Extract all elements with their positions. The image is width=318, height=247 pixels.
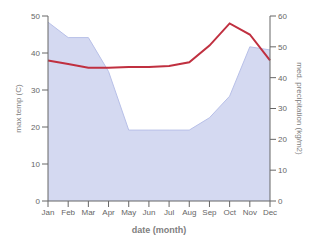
svg-text:60: 60: [278, 12, 287, 21]
svg-text:50: 50: [278, 43, 287, 52]
svg-text:Dec: Dec: [263, 208, 277, 217]
svg-text:40: 40: [278, 74, 287, 83]
svg-text:Aug: Aug: [182, 208, 196, 217]
svg-text:Mar: Mar: [81, 208, 95, 217]
svg-text:med. precipitation (kg/m2): med. precipitation (kg/m2): [295, 62, 304, 155]
svg-text:Apr: Apr: [102, 208, 115, 217]
svg-text:0: 0: [278, 197, 283, 206]
svg-text:Sep: Sep: [202, 208, 217, 217]
svg-text:30: 30: [278, 104, 287, 113]
svg-text:0: 0: [36, 197, 41, 206]
svg-text:20: 20: [31, 123, 40, 132]
svg-text:Jul: Jul: [164, 208, 174, 217]
svg-text:10: 10: [31, 160, 40, 169]
svg-text:30: 30: [31, 86, 40, 95]
svg-text:Feb: Feb: [61, 208, 75, 217]
svg-text:Jun: Jun: [142, 208, 155, 217]
svg-text:Nov: Nov: [243, 208, 257, 217]
svg-text:Jan: Jan: [42, 208, 55, 217]
svg-text:10: 10: [278, 166, 287, 175]
svg-text:max temp (C): max temp (C): [14, 84, 23, 133]
svg-text:date (month): date (month): [132, 225, 187, 235]
svg-text:40: 40: [31, 49, 40, 58]
svg-text:50: 50: [31, 12, 40, 21]
svg-text:Oct: Oct: [223, 208, 236, 217]
svg-text:May: May: [121, 208, 136, 217]
svg-text:20: 20: [278, 135, 287, 144]
